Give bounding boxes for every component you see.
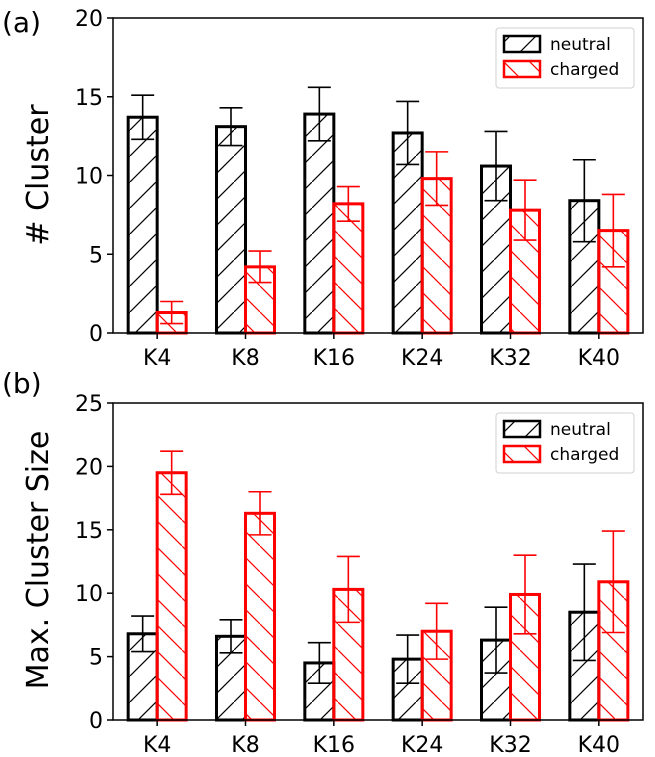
y-tick-label: 20 <box>75 455 103 480</box>
x-tick-label: K16 <box>313 733 355 757</box>
y-tick-label: 25 <box>75 392 103 417</box>
legend-swatch-charged <box>502 444 542 464</box>
y-tick-label: 15 <box>75 86 103 111</box>
panel-b: (b) Max. Cluster Size 0 5 10 15 20 25 K4 K8 K16 K… <box>2 367 644 757</box>
bar-charged <box>244 511 276 722</box>
legend-swatch-neutral <box>502 419 542 439</box>
y-tick-label: 15 <box>75 519 103 544</box>
x-tick-label: K40 <box>578 346 620 371</box>
plot-frame <box>112 402 644 721</box>
bar-neutral <box>126 115 159 335</box>
y-tick-label: 0 <box>89 322 103 347</box>
panel-a: (a) # Cluster 0 5 10 15 20 K4 K8 K16 K24 K32 K40 ne… <box>2 6 644 371</box>
bar-charged <box>155 471 188 722</box>
y-tick-label: 5 <box>89 243 103 268</box>
y-tick-label: 5 <box>89 646 103 671</box>
y-tick-label: 20 <box>75 7 103 32</box>
y-tick-label: 10 <box>75 165 103 190</box>
x-tick-label: K4 <box>143 733 171 757</box>
x-tick-label: K8 <box>231 346 259 371</box>
x-tick-label: K40 <box>578 733 620 757</box>
panel-label: (b) <box>2 367 42 400</box>
y-axis-label: # Cluster <box>21 104 56 246</box>
x-tick-label: K8 <box>231 733 259 757</box>
y-tick-label: 10 <box>75 582 103 607</box>
legend-label-neutral: neutral <box>550 420 611 440</box>
bar-charged <box>332 202 365 335</box>
bar-neutral <box>215 125 247 335</box>
y-axis-label: Max. Cluster Size <box>21 431 56 690</box>
legend-label-charged: charged <box>550 60 619 80</box>
bar-neutral <box>480 164 512 335</box>
legend-swatch-charged <box>502 59 542 79</box>
x-tick-label: K24 <box>401 346 443 371</box>
plot-frame <box>112 17 644 334</box>
y-tick-label: 0 <box>89 709 103 734</box>
x-tick-label: K32 <box>489 346 531 371</box>
x-tick-label: K32 <box>489 733 531 757</box>
x-tick-label: K16 <box>313 346 355 371</box>
legend-label-neutral: neutral <box>550 35 611 55</box>
legend-swatch-neutral <box>502 34 542 54</box>
x-tick-label: K4 <box>143 346 171 371</box>
bar-neutral <box>303 112 336 335</box>
panel-label: (a) <box>2 6 41 39</box>
x-tick-label: K24 <box>401 733 443 757</box>
legend-label-charged: charged <box>550 445 619 465</box>
